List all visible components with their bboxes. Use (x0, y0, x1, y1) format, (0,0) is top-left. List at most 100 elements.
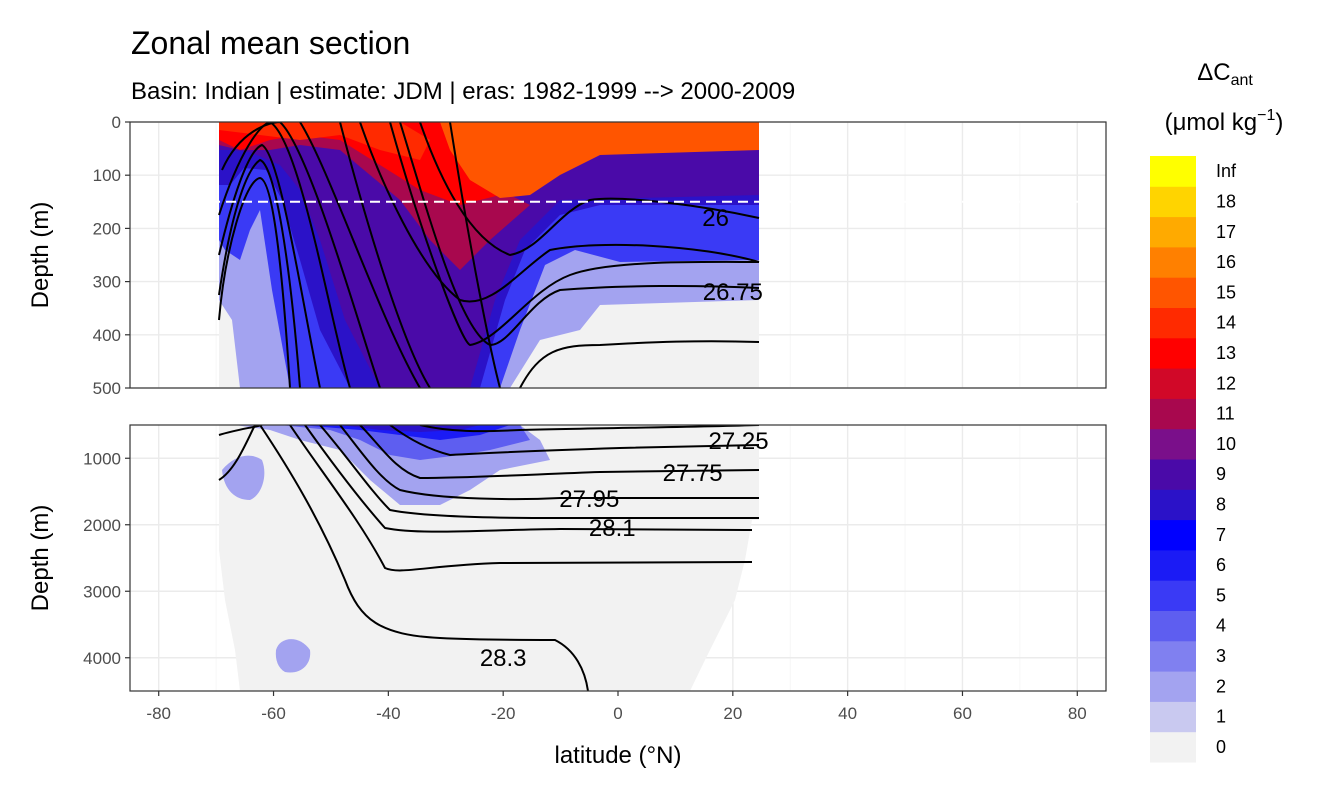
lower-isopycnals (218, 425, 760, 691)
y-tick-label: 2000 (83, 516, 121, 535)
legend-level-label: 16 (1216, 252, 1236, 272)
legend-level-label: 7 (1216, 525, 1226, 545)
upper-band-level-15 (440, 122, 759, 198)
legend-swatch (1150, 307, 1196, 339)
isopycnal-line (359, 122, 760, 303)
isopycnal-line (419, 425, 760, 433)
isopycnal-line (389, 425, 760, 457)
isopycnal-line (299, 122, 421, 388)
x-tick-label: 40 (838, 704, 857, 723)
legend-swatch (1150, 216, 1196, 248)
legend-level-label: 13 (1216, 343, 1236, 363)
isopycnal-line (399, 122, 760, 347)
legend-swatch (1150, 580, 1196, 611)
isopycnal-line (359, 425, 760, 480)
legend-unit-sup: −1 (1257, 107, 1275, 124)
upper-band-level-9 (219, 122, 759, 388)
legend-swatch (1150, 519, 1196, 551)
x-tick-label: -60 (261, 704, 286, 723)
upper-depth-panel (129, 121, 1107, 389)
legend-swatch (1150, 337, 1196, 369)
legend-title-sub: ant (1231, 72, 1254, 89)
legend-swatch (1150, 277, 1196, 308)
x-tick-label: -80 (146, 704, 171, 723)
y-tick-label: 100 (93, 166, 121, 185)
isopycnal-line (319, 425, 759, 520)
legend-swatch (1150, 186, 1196, 218)
legend-level-label: 5 (1216, 585, 1226, 605)
isopycnal-label: 28.3 (480, 645, 527, 672)
isopycnal-label: 26.75 (703, 279, 763, 306)
legend-level-label: 17 (1216, 222, 1236, 242)
legend-level-label: 15 (1216, 282, 1236, 302)
y-tick-label: 1000 (83, 449, 121, 468)
legend-level-label: Inf (1216, 161, 1237, 181)
isopycnal-line (218, 122, 351, 388)
y-axis-title-upper: Depth (m) (27, 202, 54, 309)
chart-title: Zonal mean section (131, 25, 410, 61)
y-axis-title-lower: Depth (m) (27, 505, 54, 612)
chart-subtitle: Basin: Indian | estimate: JDM | eras: 19… (131, 78, 795, 105)
legend-level-label: 12 (1216, 373, 1236, 393)
y-tick-label: 4000 (83, 649, 121, 668)
isopycnal-line (449, 122, 501, 388)
legend-swatch (1150, 610, 1196, 642)
legend-level-label: 6 (1216, 555, 1226, 575)
x-tick-label: 80 (1068, 704, 1087, 723)
isopycnal-label: 27.95 (559, 486, 619, 513)
colorbar-legend: ΔCant (μmol kg−1) 0123456789101112131415… (1150, 59, 1283, 763)
isopycnal-label: 28.1 (589, 515, 636, 542)
legend-swatch (1150, 731, 1196, 763)
y-tick-label: 300 (93, 273, 121, 292)
isopycnal-line (389, 122, 760, 347)
y-tick-label: 500 (93, 379, 121, 398)
upper-panel-border (129, 121, 1107, 389)
x-tick-label: 60 (953, 704, 972, 723)
legend-title: ΔCant (1197, 59, 1253, 89)
legend-title-main: ΔC (1197, 59, 1230, 86)
x-tick-label: 20 (723, 704, 742, 723)
legend-swatch (1150, 489, 1196, 521)
isopycnal-line (259, 425, 589, 691)
legend-level-label: 11 (1216, 404, 1235, 424)
lower-deep-patch-south (275, 639, 311, 673)
upper-y-axis: 0 100 200 300 400 500 (93, 113, 130, 398)
isopycnal-line (218, 143, 321, 388)
x-axis-title: latitude (°N) (555, 742, 682, 769)
legend-swatch (1150, 246, 1196, 278)
y-tick-label: 3000 (83, 582, 121, 601)
legend-swatch (1150, 701, 1196, 733)
isopycnal-line (304, 425, 753, 533)
x-tick-label: -20 (491, 704, 516, 723)
legend-level-label: 0 (1216, 737, 1226, 757)
legend-swatch (1150, 398, 1196, 430)
lower-y-axis: 1000 2000 3000 4000 (83, 449, 130, 668)
y-tick-label: 400 (93, 326, 121, 345)
legend-swatch (1150, 459, 1196, 490)
isopycnal-line (519, 340, 760, 388)
y-tick-label: 0 (112, 113, 121, 132)
legend-level-label: 2 (1216, 676, 1226, 696)
isopycnal-label: 27.25 (709, 428, 769, 455)
isopycnal-line (289, 425, 753, 572)
x-tick-label: 0 (613, 704, 622, 723)
legend-level-label: 14 (1216, 313, 1236, 333)
legend-level-label: 4 (1216, 616, 1226, 636)
legend-swatch (1150, 549, 1196, 581)
isopycnal-line (218, 176, 291, 388)
legend-level-label: 8 (1216, 494, 1226, 514)
legend-level-label: 9 (1216, 464, 1226, 484)
isopycnal-line (218, 158, 301, 388)
legend-swatch (1150, 640, 1196, 672)
legend-swatch (1150, 428, 1196, 460)
upper-band-level-14 (219, 122, 430, 160)
legend-swatch (1150, 671, 1196, 702)
legend-level-label: 3 (1216, 646, 1226, 666)
isopycnal-line (339, 425, 759, 501)
legend-level-label: 18 (1216, 191, 1236, 211)
legend-swatch (1150, 156, 1196, 187)
isopycnal-line (221, 122, 381, 388)
x-axis: -80 -60 -40 -20 0 20 40 60 80 (146, 691, 1087, 723)
legend-unit: (μmol kg−1) (1165, 107, 1284, 136)
